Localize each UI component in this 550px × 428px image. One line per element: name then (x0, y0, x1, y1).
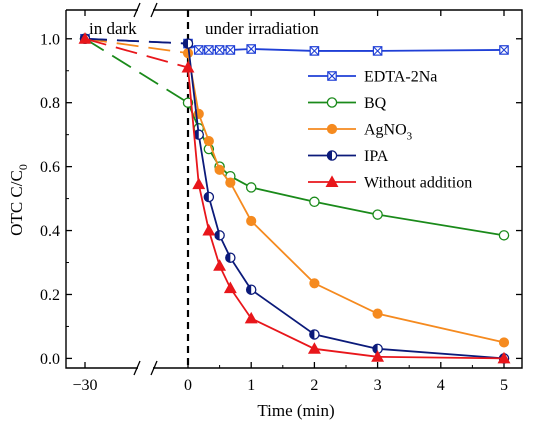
legend-label-text: BQ (364, 95, 387, 112)
y-tick-label: 0.2 (40, 287, 60, 304)
y-axis-label: OTC C/C0 (7, 164, 30, 236)
x-tick-label: 0 (184, 377, 192, 394)
legend-label-text: Without addition (364, 175, 472, 192)
legend-label: Without addition (364, 175, 472, 192)
data-point (307, 342, 321, 354)
series-dark-segment (84, 37, 189, 69)
data-point (78, 32, 92, 44)
data-point (372, 209, 383, 220)
y-axis-label-main: OTC C/C (7, 170, 26, 236)
x-tick-label: 4 (437, 377, 445, 394)
legend-label-text: EDTA-2Na (364, 69, 437, 86)
y-tick-label: 0.0 (40, 351, 60, 368)
series-dark-segment (84, 37, 189, 55)
x-axis-label: Time (min) (257, 401, 334, 420)
under-irradiation-label: under irradiation (205, 19, 319, 38)
legend-marker (326, 97, 338, 108)
data-point-cross (373, 46, 383, 56)
axis-break-mark (150, 2, 158, 18)
data-point (192, 177, 206, 190)
legend-marker (326, 123, 338, 135)
series-dark-segment (84, 38, 189, 104)
legend-marker-cross (327, 71, 337, 81)
series-group (78, 32, 511, 364)
x-tick-label: 3 (374, 377, 382, 394)
legend-marker-half (327, 150, 332, 161)
legend-item: IPA (308, 148, 389, 165)
legend-item: AgNO3 (308, 122, 413, 143)
y-tick-label: 0.8 (40, 95, 60, 112)
data-point (246, 215, 257, 227)
data-point-half (215, 230, 220, 240)
axis-break-mark (133, 360, 141, 376)
data-point-half (183, 38, 188, 49)
plot-frame (65, 9, 523, 369)
data-point (213, 259, 227, 271)
x-tick-label: 1 (247, 377, 255, 394)
x-tick-label: 2 (310, 377, 318, 394)
data-point (203, 135, 214, 147)
series-line (187, 52, 505, 344)
legend-label: BQ (364, 95, 387, 112)
legend-label-text: IPA (364, 148, 389, 165)
series-bq (79, 33, 510, 241)
data-point (372, 308, 383, 319)
data-point-half (373, 344, 378, 354)
data-point-cross (309, 46, 319, 56)
series-dark-segment (84, 37, 189, 45)
data-point-half (309, 329, 315, 340)
legend-label: AgNO3 (364, 122, 413, 143)
data-point-cross (499, 45, 509, 55)
legend-item: EDTA-2Na (308, 69, 437, 86)
legend-item: Without addition (308, 175, 472, 192)
y-tick-label: 0.4 (40, 223, 60, 240)
legend-label: EDTA-2Na (364, 69, 437, 86)
legend-label-subscript: 3 (407, 131, 413, 143)
series-line (187, 102, 505, 237)
data-point-cross (225, 45, 235, 55)
legend-label-text: AgNO (364, 122, 407, 139)
data-point (223, 281, 237, 294)
data-point-half (204, 192, 209, 202)
legend-marker (325, 175, 339, 187)
data-point (214, 164, 225, 175)
series-line (187, 67, 505, 360)
annotations-group: in dark under irradiation (89, 19, 319, 38)
data-point (497, 351, 511, 364)
data-point (181, 60, 195, 73)
data-point-half (225, 253, 231, 263)
x-tick-label: 5 (500, 377, 508, 394)
series-line (187, 42, 505, 52)
legend: EDTA-2Na BQ AgNO3 IPA Without addition (308, 69, 472, 192)
y-tick-label: 0.6 (40, 159, 60, 176)
data-point (309, 196, 320, 208)
data-point (225, 177, 236, 188)
data-point (245, 182, 257, 193)
axis-break-mark (150, 360, 158, 376)
data-point-half (246, 285, 252, 295)
data-point (309, 278, 320, 289)
series-line (187, 43, 505, 360)
data-point (498, 230, 510, 241)
in-dark-label: in dark (89, 19, 137, 38)
data-point-cross (204, 45, 214, 55)
axes-group: −30 0 1 2 3 4 5 0.0 0.2 0.4 0.6 0.8 1.0 (40, 2, 523, 394)
data-point (498, 337, 510, 348)
data-point-cross (246, 44, 256, 54)
data-point (371, 350, 385, 362)
y-tick-label: 1.0 (40, 31, 60, 48)
data-point-cross (194, 45, 204, 55)
data-point (244, 311, 258, 324)
series-without-addition (78, 32, 511, 364)
x-tick-label: −30 (72, 377, 97, 394)
data-point-cross (215, 45, 225, 55)
axis-break-mark (133, 2, 141, 18)
y-axis-label-subscript: 0 (16, 164, 30, 170)
legend-item: BQ (308, 95, 387, 112)
data-point (202, 223, 216, 236)
legend-label: IPA (364, 148, 389, 165)
series-ipa (79, 33, 510, 364)
